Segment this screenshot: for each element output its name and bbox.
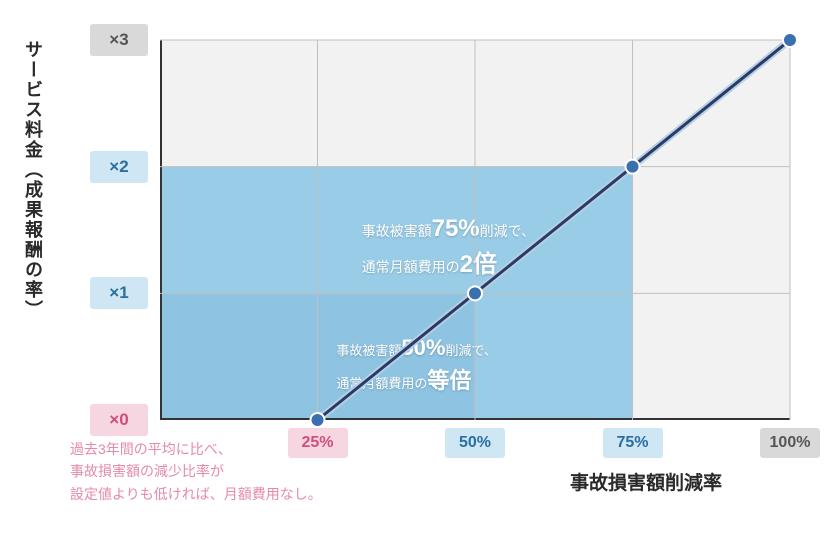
x-axis-title: 事故損害額削減率 <box>570 468 722 495</box>
y-tick-2: ×2 <box>90 151 148 183</box>
annotation-1: 事故被害額50%削減で、通常月額費用の等倍 <box>336 331 497 397</box>
x-tick-100: 100% <box>760 428 820 458</box>
x-tick-25: 25% <box>288 428 348 458</box>
x-tick-50: 50% <box>445 428 505 458</box>
chart-container: サービス料金（成果報酬の率） 事故損害額削減率 過去3年間の平均に比べ、 事故損… <box>0 0 826 542</box>
footer-line1: 過去3年間の平均に比べ、 <box>70 441 232 457</box>
y-tick-0: ×0 <box>90 404 148 436</box>
x-tick-75: 75% <box>603 428 663 458</box>
footer-line2: 事故損害額の減少比率が <box>70 463 224 479</box>
annotation-0: 事故被害額75%削減で、通常月額費用の2倍 <box>362 211 536 283</box>
footer-note: 過去3年間の平均に比べ、 事故損害額の減少比率が 設定値よりも低ければ、月額費用… <box>70 438 322 505</box>
y-tick-3: ×3 <box>90 24 148 56</box>
y-axis-title: サービス料金（成果報酬の率） <box>20 40 46 320</box>
y-tick-1: ×1 <box>90 277 148 309</box>
footer-line3: 設定値よりも低ければ、月額費用なし。 <box>70 486 322 502</box>
